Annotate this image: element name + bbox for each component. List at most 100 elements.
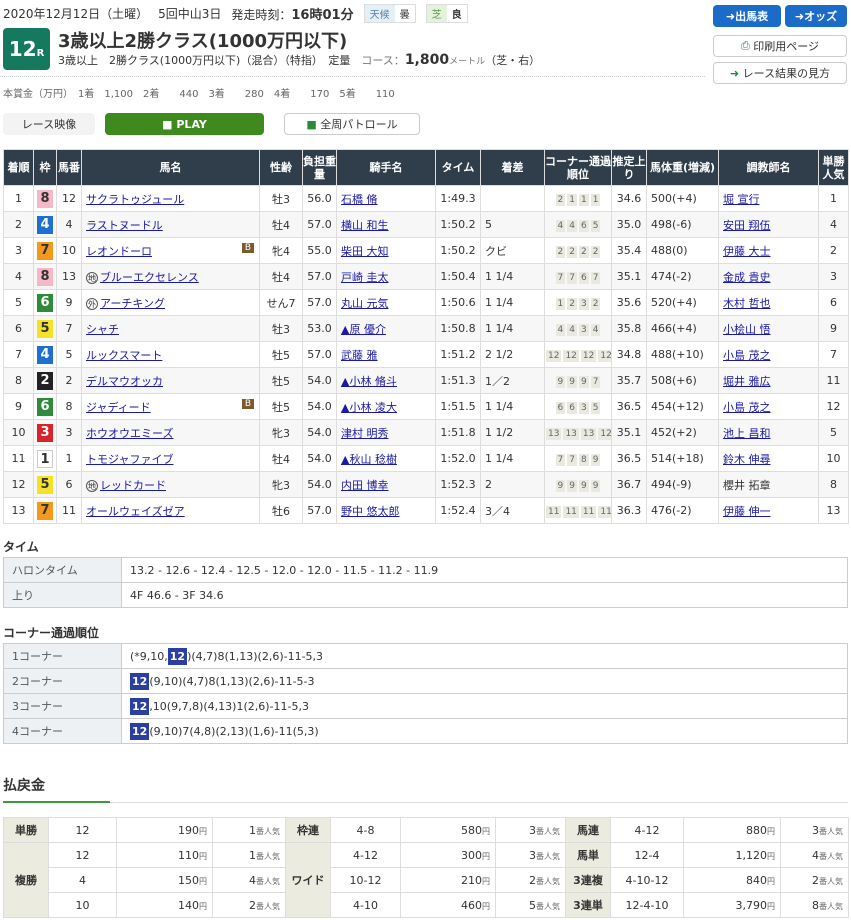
horse-link[interactable]: シャチ: [86, 322, 119, 336]
weight: 53.0: [302, 315, 337, 342]
frame-number: 4: [37, 345, 53, 364]
track-condition: 良: [451, 10, 462, 21]
trainer-link[interactable]: 小島 茂之: [718, 341, 819, 368]
last-3f: 36.7: [611, 471, 647, 498]
race-meta: 2020年12月12日（土曜） 5回中山3日 発走時刻：16時01分 天候曇 芝…: [3, 4, 468, 23]
jockey-link[interactable]: 柴田 大知: [336, 237, 436, 264]
corner-position: 9: [590, 479, 601, 492]
margin: クビ: [480, 237, 545, 264]
horse-number: 5: [56, 341, 82, 368]
payout-table: 単勝 12 190円 1番人気 枠連 4-8 580円 3番人気 馬連 4-12 880円 3番人気複…: [3, 817, 849, 918]
finish-position: 8: [3, 367, 34, 394]
trainer-link[interactable]: 堀井 雅広: [718, 367, 819, 394]
column-header: 馬体重(増減): [646, 149, 719, 186]
jockey-link[interactable]: ▲秋山 稔樹: [336, 445, 436, 472]
trainer-link[interactable]: 池上 昌和: [718, 419, 819, 446]
trainer-link[interactable]: 木村 哲也: [718, 289, 819, 316]
jockey-link[interactable]: 横山 和生: [336, 211, 436, 238]
horse-number: 6: [56, 471, 82, 498]
play-button[interactable]: ■ PLAY: [105, 113, 264, 135]
jockey-link[interactable]: 戸崎 圭太: [336, 263, 436, 290]
table-row: 10 3 3 ホウオウエミーズ 牝3 54.0 津村 明秀 1:51.8 1 1…: [3, 419, 849, 446]
margin: 1／2: [480, 367, 545, 394]
horse-link[interactable]: レッドカード: [100, 478, 166, 492]
frame-cell: 4: [33, 211, 57, 238]
popularity: 5: [818, 419, 849, 446]
trainer-link[interactable]: 櫻井 拓章: [718, 471, 819, 498]
payout-amount: 1,120円: [683, 842, 781, 868]
finish-position: 6: [3, 315, 34, 342]
horse-cell: 地レッドカード: [81, 471, 260, 498]
horse-link[interactable]: ジャディード: [86, 400, 151, 414]
horse-link[interactable]: オールウェイズゼア: [86, 504, 185, 518]
trainer-link[interactable]: 鈴木 伸尋: [718, 445, 819, 472]
bet-type-sanrentan: 3連単: [565, 892, 611, 918]
last-3f: 36.5: [611, 445, 647, 472]
trainer-link[interactable]: 安田 翔伍: [718, 211, 819, 238]
horse-cell: トモジャファイブ: [81, 445, 260, 472]
trainer-link[interactable]: 堀 宣行: [718, 185, 819, 212]
horse-link[interactable]: サクラトゥジュール: [86, 192, 185, 206]
table-row: 9 6 8 ジャディード B 牡5 54.0 ▲小林 凌大 1:51.5 1 1/…: [3, 393, 849, 420]
horse-link[interactable]: デルマウオッカ: [86, 374, 163, 388]
horse-link[interactable]: ブルーエクセレンス: [100, 270, 199, 284]
popularity: 6: [818, 289, 849, 316]
jockey-link[interactable]: 津村 明秀: [336, 419, 436, 446]
jockey-link[interactable]: ▲小林 凌大: [336, 393, 436, 420]
payout-row: 単勝 12 190円 1番人気 枠連 4-8 580円 3番人気 馬連 4-12 880円 3番人気: [3, 817, 849, 843]
horse-link[interactable]: ホウオウエミーズ: [86, 426, 174, 440]
combo: 4-12: [330, 842, 401, 868]
horse-cell: シャチ: [81, 315, 260, 342]
corner-position: 3: [579, 401, 589, 414]
video-icon: ■: [162, 117, 173, 131]
horse-link[interactable]: ラストヌードル: [86, 218, 163, 232]
time-value: 4F 46.6 - 3F 34.6: [121, 582, 848, 608]
horse-link[interactable]: ルックスマート: [86, 348, 163, 362]
corner-row: 4コーナー 12 (9,10)7(4,8)(2,13)(1,6)-11(5,3): [3, 718, 848, 744]
patrol-button[interactable]: ■ 全周パトロール: [284, 113, 420, 135]
trainer-link[interactable]: 金成 貴史: [718, 263, 819, 290]
popularity: 7: [818, 341, 849, 368]
frame-cell: 8: [33, 263, 57, 290]
jockey-link[interactable]: 丸山 元気: [336, 289, 436, 316]
entries-button[interactable]: ➜ 出馬表: [713, 5, 781, 27]
horse-number: 7: [56, 315, 82, 342]
corner-label: 2コーナー: [3, 668, 122, 694]
corner-position: 1: [590, 193, 601, 206]
trainer-link[interactable]: 伊藤 大士: [718, 237, 819, 264]
horse-link[interactable]: アーチキング: [100, 296, 166, 310]
jockey-link[interactable]: 内田 博幸: [336, 471, 436, 498]
jockey-link[interactable]: ▲小林 脩斗: [336, 367, 436, 394]
print-button[interactable]: ⎙ 印刷用ページ: [713, 35, 847, 57]
jockey-link[interactable]: 石橋 脩: [336, 185, 436, 212]
jockey-link[interactable]: 武藤 雅: [336, 341, 436, 368]
howto-button[interactable]: ➜ レース結果の見方: [713, 62, 847, 84]
bet-type-wide: ワイド: [285, 842, 331, 918]
corner-position: 5: [590, 401, 601, 414]
jockey-link[interactable]: ▲原 優介: [336, 315, 436, 342]
odds-button[interactable]: ➜ オッズ: [785, 5, 847, 27]
frame-cell: 5: [33, 471, 57, 498]
combo: 4-8: [330, 817, 401, 843]
race-sub: 3歳以上 2勝クラス(1000万円以下)（混合）（特指） 定量: [58, 54, 351, 67]
horse-number: 12: [56, 185, 82, 212]
weight: 54.0: [302, 367, 337, 394]
column-header: 馬名: [81, 149, 260, 186]
last-3f: 35.8: [611, 315, 647, 342]
trainer-link[interactable]: 小桧山 悟: [718, 315, 819, 342]
horse-link[interactable]: トモジャファイブ: [86, 452, 174, 466]
trainer-link[interactable]: 小島 茂之: [718, 393, 819, 420]
weather-badge: 天候曇: [363, 4, 416, 23]
margin: 1 1/4: [480, 263, 545, 290]
horse-link[interactable]: レオンドーロ: [86, 244, 152, 258]
video-icon: ■: [306, 117, 317, 131]
jockey-link[interactable]: 野中 悠太郎: [336, 497, 436, 524]
payout-amount: 840円: [683, 867, 781, 893]
trainer-link[interactable]: 伊藤 伸一: [718, 497, 819, 524]
frame-cell: 7: [33, 497, 57, 524]
payout-amount: 3,790円: [683, 892, 781, 918]
sex-age: 牝3: [259, 419, 303, 446]
frame-cell: 1: [33, 445, 57, 472]
bet-type-umaren: 馬連: [565, 817, 611, 843]
